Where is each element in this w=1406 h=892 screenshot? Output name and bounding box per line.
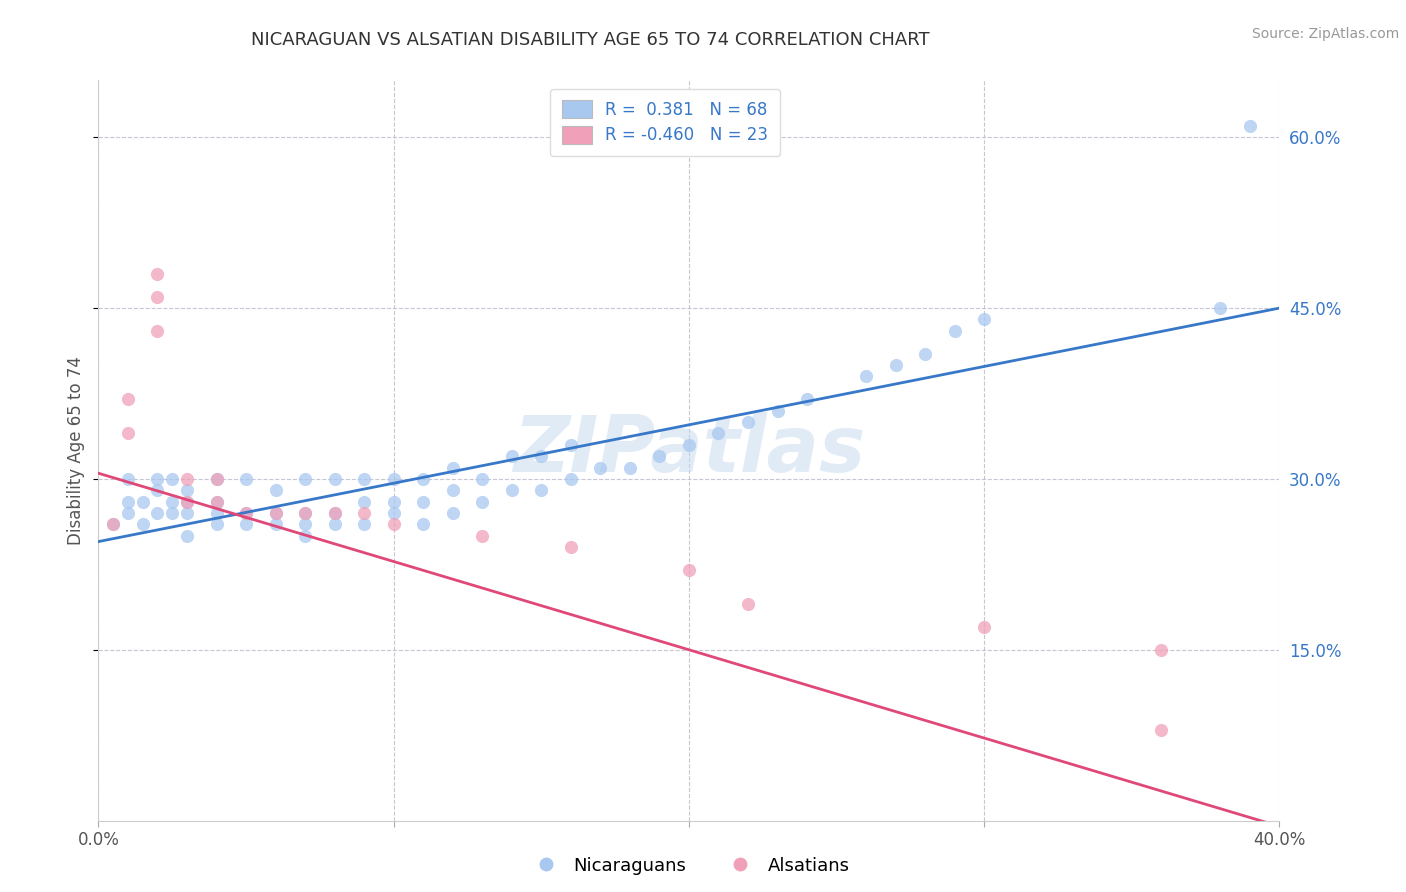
Point <box>471 494 494 508</box>
Point <box>294 529 316 543</box>
Point <box>914 346 936 360</box>
Point <box>382 472 405 486</box>
Point <box>382 494 405 508</box>
Legend: Nicaraguans, Alsatians: Nicaraguans, Alsatians <box>522 849 856 882</box>
Point <box>412 472 434 486</box>
Point <box>501 449 523 463</box>
Point <box>382 506 405 520</box>
Point <box>294 506 316 520</box>
Point <box>117 392 139 407</box>
Point <box>1150 642 1173 657</box>
Text: NICARAGUAN VS ALSATIAN DISABILITY AGE 65 TO 74 CORRELATION CHART: NICARAGUAN VS ALSATIAN DISABILITY AGE 65… <box>252 31 929 49</box>
Point <box>530 449 553 463</box>
Point <box>560 472 582 486</box>
Point <box>294 506 316 520</box>
Point <box>117 472 139 486</box>
Point <box>205 494 228 508</box>
Point <box>146 290 169 304</box>
Point <box>235 506 257 520</box>
Point <box>441 483 464 498</box>
Point <box>353 472 375 486</box>
Point <box>176 494 198 508</box>
Point <box>471 472 494 486</box>
Point <box>205 517 228 532</box>
Point <box>146 267 169 281</box>
Point <box>441 460 464 475</box>
Point <box>146 324 169 338</box>
Point <box>501 483 523 498</box>
Point <box>560 541 582 555</box>
Point <box>146 472 169 486</box>
Point <box>264 517 287 532</box>
Point <box>103 517 125 532</box>
Point <box>973 312 995 326</box>
Point <box>678 563 700 577</box>
Point <box>235 506 257 520</box>
Y-axis label: Disability Age 65 to 74: Disability Age 65 to 74 <box>67 356 86 545</box>
Point <box>176 483 198 498</box>
Point <box>205 494 228 508</box>
Point <box>323 472 346 486</box>
Point <box>1150 723 1173 737</box>
Point <box>796 392 818 407</box>
Point <box>117 426 139 441</box>
Point <box>294 517 316 532</box>
Point <box>678 438 700 452</box>
Point <box>530 483 553 498</box>
Point <box>412 494 434 508</box>
Point <box>648 449 671 463</box>
Point <box>205 506 228 520</box>
Point <box>619 460 641 475</box>
Text: Source: ZipAtlas.com: Source: ZipAtlas.com <box>1251 27 1399 41</box>
Point <box>560 438 582 452</box>
Point <box>441 506 464 520</box>
Point <box>973 620 995 634</box>
Point <box>162 494 183 508</box>
Point <box>1239 119 1261 133</box>
Point <box>323 506 346 520</box>
Point <box>323 506 346 520</box>
Point <box>353 517 375 532</box>
Point <box>382 517 405 532</box>
Point <box>162 472 183 486</box>
Point <box>707 426 730 441</box>
Point <box>943 324 966 338</box>
Point <box>235 472 257 486</box>
Point <box>884 358 907 372</box>
Point <box>737 415 759 429</box>
Point <box>235 517 257 532</box>
Point <box>471 529 494 543</box>
Point <box>353 506 375 520</box>
Point <box>855 369 877 384</box>
Point <box>589 460 612 475</box>
Point <box>176 529 198 543</box>
Point <box>264 506 287 520</box>
Point <box>323 517 346 532</box>
Point <box>353 494 375 508</box>
Point <box>146 506 169 520</box>
Point <box>264 506 287 520</box>
Point <box>162 506 183 520</box>
Point <box>132 517 155 532</box>
Point <box>146 483 169 498</box>
Point <box>132 494 155 508</box>
Point <box>205 472 228 486</box>
Point <box>412 517 434 532</box>
Point <box>264 483 287 498</box>
Point <box>176 494 198 508</box>
Point <box>176 506 198 520</box>
Point <box>103 517 125 532</box>
Text: ZIPatlas: ZIPatlas <box>513 412 865 489</box>
Point <box>766 403 789 417</box>
Point <box>117 506 139 520</box>
Point <box>294 472 316 486</box>
Point <box>1209 301 1232 315</box>
Point <box>117 494 139 508</box>
Point <box>205 472 228 486</box>
Point <box>737 597 759 611</box>
Point <box>176 472 198 486</box>
